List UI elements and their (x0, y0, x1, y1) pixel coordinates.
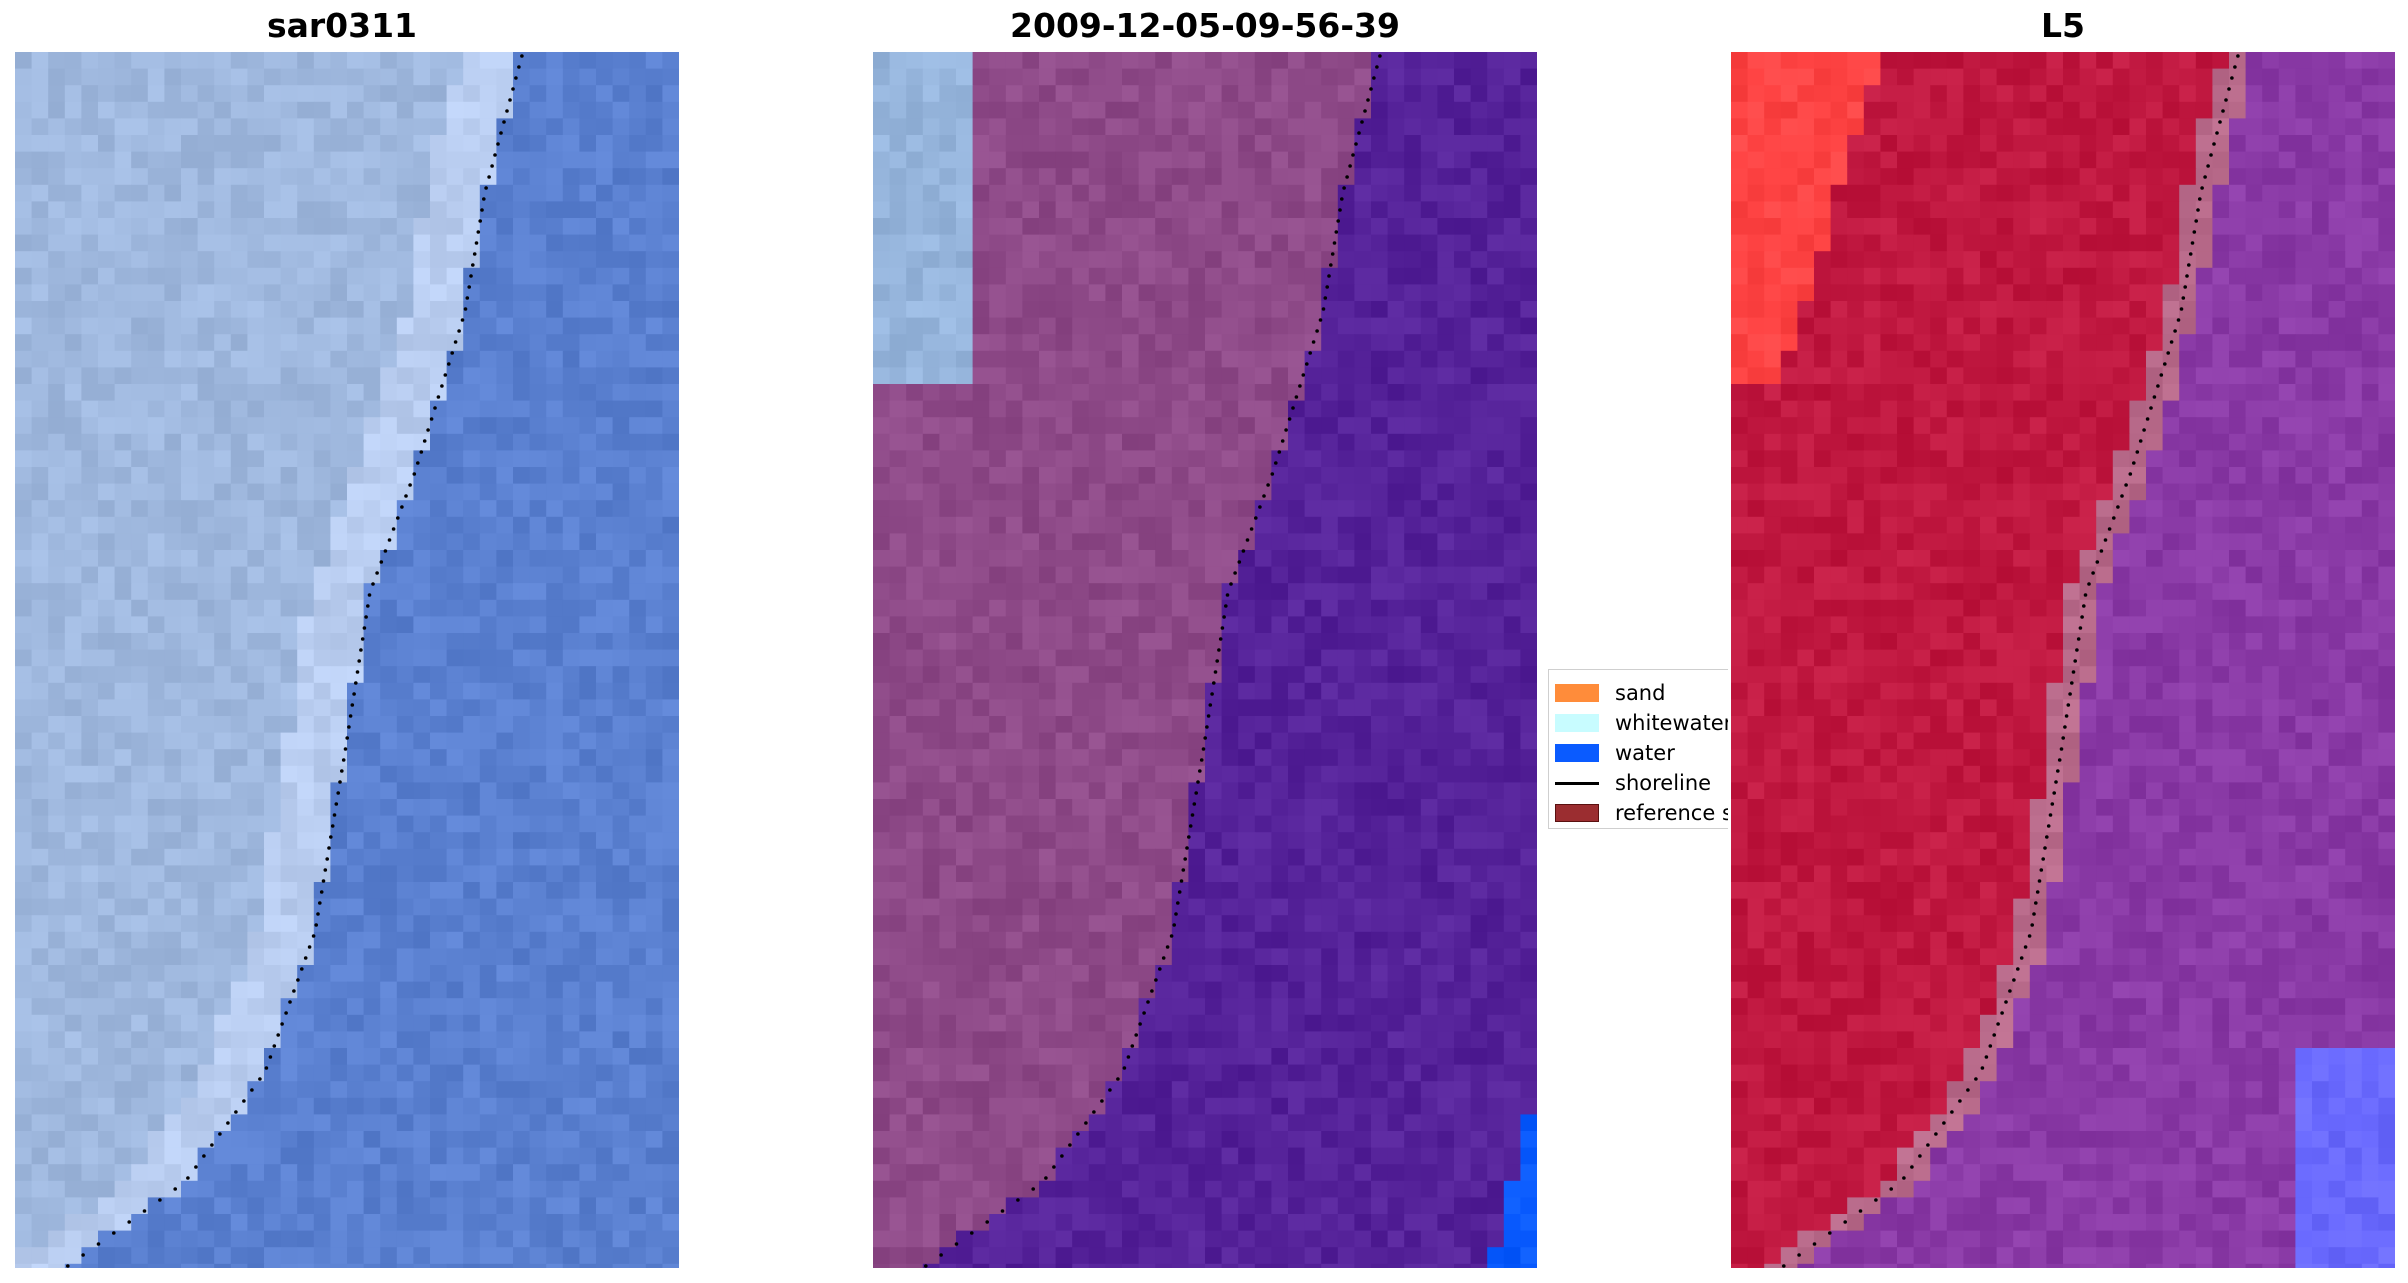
rgb-image (15, 52, 679, 1268)
classified-image-panel (873, 52, 1537, 1268)
water-swatch (1555, 744, 1599, 762)
panel-title-date: 2009-12-05-09-56-39 (1010, 6, 1400, 45)
legend-label-water: water (1615, 741, 1675, 765)
legend-item-sand: sand (1555, 681, 1665, 705)
panel-title-l5: L5 (2041, 6, 2085, 45)
legend-label-sand: sand (1615, 681, 1666, 705)
shoreline-line-swatch (1555, 781, 1599, 785)
rgb-image-panel (15, 52, 679, 1268)
sand-swatch (1555, 684, 1599, 702)
legend-label-whitewater: whitewater (1615, 711, 1728, 735)
panel-title-sar0311: sar0311 (266, 6, 418, 45)
legend-label-reference: reference s (1615, 801, 1728, 825)
reference-swatch (1555, 804, 1599, 822)
index-image (1731, 52, 2395, 1268)
legend-label-shoreline: shoreline (1615, 771, 1712, 795)
legend-item-shoreline: shoreline (1555, 771, 1711, 795)
legend-item-water: water (1555, 741, 1675, 765)
legend: sand whitewater water shoreline referenc… (1548, 669, 1728, 829)
whitewater-swatch (1555, 714, 1599, 732)
legend-item-whitewater: whitewater (1555, 711, 1728, 735)
index-image-panel (1731, 52, 2395, 1268)
legend-item-reference: reference s (1555, 801, 1728, 825)
classified-image (873, 52, 1537, 1268)
